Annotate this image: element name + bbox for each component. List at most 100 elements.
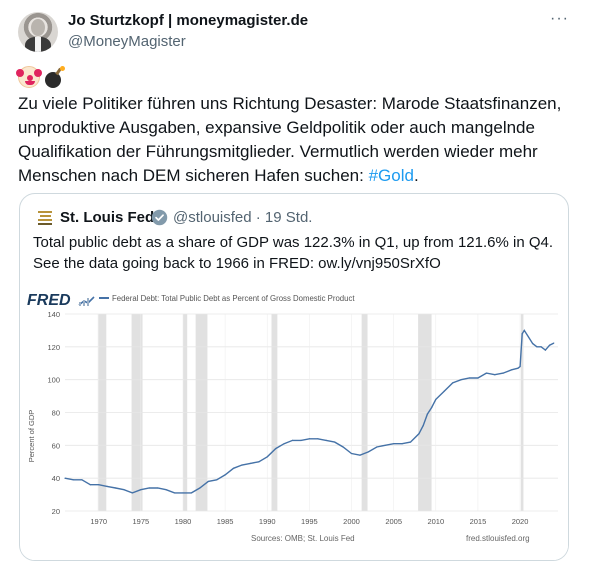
series-points xyxy=(64,329,555,494)
data-point-64 xyxy=(544,349,546,351)
x-tick-label-1970: 1970 xyxy=(90,517,107,526)
data-point-65 xyxy=(548,344,551,346)
data-point-4 xyxy=(98,484,100,486)
data-point-27 xyxy=(291,439,294,442)
data-point-33 xyxy=(342,446,344,448)
author-handle[interactable]: @MoneyMagister xyxy=(68,33,186,50)
data-point-3 xyxy=(89,484,91,486)
data-point-23 xyxy=(258,461,260,463)
avatar[interactable] xyxy=(18,12,58,52)
data-point-36 xyxy=(367,451,369,453)
x-tick-label-2015: 2015 xyxy=(470,517,487,526)
verified-badge-icon xyxy=(151,209,168,226)
data-point-2 xyxy=(81,479,83,481)
x-tick-label-2000: 2000 xyxy=(343,517,360,526)
x-tick-label-2020: 2020 xyxy=(512,517,529,526)
x-tick-label-1980: 1980 xyxy=(175,517,192,526)
data-point-38 xyxy=(384,444,386,446)
data-point-6 xyxy=(114,487,117,489)
data-point-15 xyxy=(190,492,193,494)
x-tick-label-1990: 1990 xyxy=(259,517,276,526)
data-point-9 xyxy=(140,489,142,491)
tweet-text: Zu viele Politiker führen uns Richtung D… xyxy=(18,92,578,188)
tweet-text-main: Zu viele Politiker führen uns Richtung D… xyxy=(18,94,562,185)
data-point-59 xyxy=(523,329,525,332)
data-point-21 xyxy=(241,464,243,466)
quote-author-name[interactable]: St. Louis Fed xyxy=(60,209,155,226)
fred-chart[interactable]: FRED Federal Debt: Total Public Debt as … xyxy=(21,286,568,560)
data-point-63 xyxy=(540,346,542,348)
fred-chart-svg: FRED Federal Debt: Total Public Debt as … xyxy=(21,286,568,560)
data-point-44 xyxy=(426,413,428,415)
quoted-tweet[interactable]: St. Louis Fed @stlouisfed · 19 Std. Tota… xyxy=(19,193,569,561)
hashtag-link[interactable]: #Gold xyxy=(368,166,414,185)
fred-brand-icon xyxy=(78,296,95,306)
data-point-54 xyxy=(502,372,504,374)
data-point-49 xyxy=(460,379,462,381)
data-point-56 xyxy=(517,367,519,369)
y-tick-label-100: 100 xyxy=(47,376,60,385)
y-tick-label-40: 40 xyxy=(52,474,60,483)
data-point-48 xyxy=(452,382,454,384)
data-point-42 xyxy=(418,433,420,435)
x-tick-label-2005: 2005 xyxy=(385,517,402,526)
data-point-60 xyxy=(527,336,530,338)
quote-text: Total public debt as a share of GDP was … xyxy=(33,234,554,272)
more-icon[interactable]: ··· xyxy=(550,10,569,27)
data-point-50 xyxy=(468,377,471,379)
bomb-icon xyxy=(44,66,66,88)
avatar-shirt-shape xyxy=(35,37,41,52)
data-point-14 xyxy=(182,492,184,494)
tweet-text-end: . xyxy=(413,166,419,185)
data-point-31 xyxy=(325,439,327,442)
data-point-5 xyxy=(106,485,108,487)
data-point-12 xyxy=(165,489,167,491)
data-point-37 xyxy=(376,446,378,448)
stlouisfed-logo-icon xyxy=(35,207,55,227)
clown-face-icon xyxy=(16,66,42,88)
data-point-43 xyxy=(422,425,424,427)
avatar-head-shape xyxy=(31,19,45,36)
data-point-61 xyxy=(532,342,534,345)
x-tick-labels: 1970 1975 1980 1985 1990 1995 2000 2005 2010 2015… xyxy=(90,517,528,526)
data-point-7 xyxy=(123,489,125,491)
data-point-22 xyxy=(249,462,252,464)
emoji-row xyxy=(16,66,66,88)
data-point-35 xyxy=(359,454,361,456)
data-point-18 xyxy=(216,479,218,481)
chart-source: Sources: OMB; St. Louis Fed xyxy=(251,534,355,543)
y-tick-label-60: 60 xyxy=(52,441,60,450)
data-point-41 xyxy=(409,441,412,443)
y-tick-labels: 20 40 60 80 100 120 140 xyxy=(47,310,60,516)
x-tick-label-2010: 2010 xyxy=(427,517,444,526)
data-point-29 xyxy=(308,438,310,440)
data-point-47 xyxy=(443,390,445,392)
x-tick-label-1985: 1985 xyxy=(217,517,234,526)
x-tick-label-1975: 1975 xyxy=(133,517,150,526)
data-point-25 xyxy=(275,448,277,450)
data-point-51 xyxy=(477,377,479,379)
data-point-19 xyxy=(224,474,226,476)
data-point-26 xyxy=(283,443,285,445)
y-tick-label-20: 20 xyxy=(52,507,60,516)
quote-handle-time[interactable]: @stlouisfed · 19 Std. xyxy=(173,209,313,226)
data-point-8 xyxy=(131,492,134,494)
fred-brand: FRED xyxy=(27,292,71,309)
data-point-66 xyxy=(553,342,555,344)
y-tick-label-80: 80 xyxy=(52,409,60,418)
data-point-58 xyxy=(521,333,523,335)
data-point-53 xyxy=(494,374,496,376)
data-point-0 xyxy=(64,477,66,479)
data-point-20 xyxy=(232,467,235,469)
data-point-10 xyxy=(148,487,150,489)
data-point-46 xyxy=(435,398,437,400)
chart-site: fred.stlouisfed.org xyxy=(466,534,530,543)
author-name[interactable]: Jo Sturtzkopf | moneymagister.de xyxy=(68,12,309,29)
data-point-13 xyxy=(173,492,176,494)
y-tick-label-140: 140 xyxy=(47,310,60,319)
y-axis-label: Percent of GDP xyxy=(27,410,36,463)
data-point-52 xyxy=(485,372,487,374)
data-point-45 xyxy=(430,406,433,409)
legend-label: Federal Debt: Total Public Debt as Perce… xyxy=(112,294,355,303)
data-point-55 xyxy=(511,369,513,371)
